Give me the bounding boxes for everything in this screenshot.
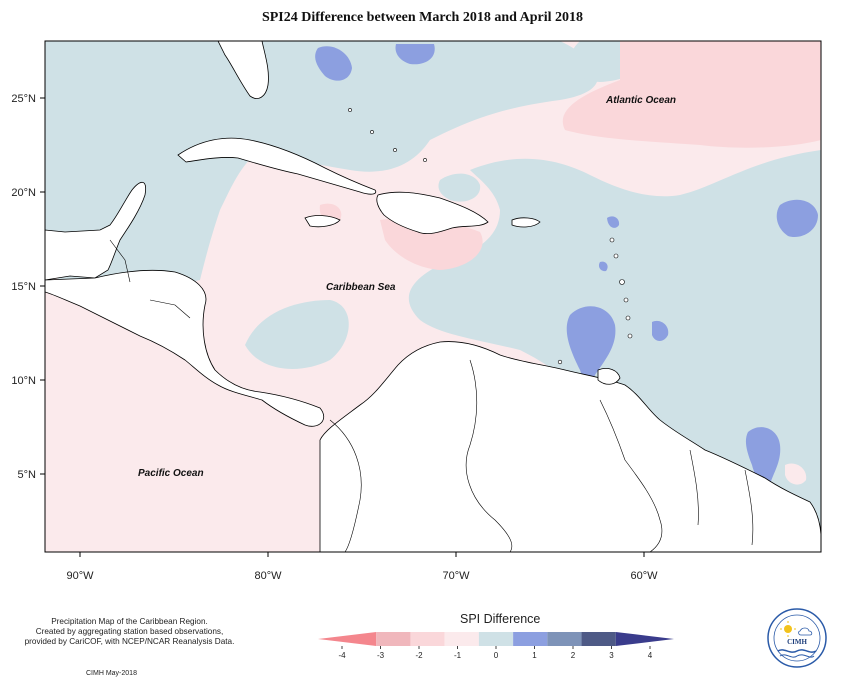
land-hispaniola — [376, 191, 489, 235]
spi-zone-blue — [607, 216, 620, 228]
land-florida — [217, 41, 269, 99]
country-borders — [109, 239, 754, 552]
spi-zone-blue — [776, 199, 818, 238]
footnote-line: Created by aggregating station based obs… — [35, 627, 224, 636]
land-jamaica — [304, 215, 341, 228]
spi-zone-blue — [566, 306, 634, 410]
land-masses — [45, 41, 821, 552]
legend-swatch — [318, 632, 377, 646]
legend-tick-label: 2 — [571, 651, 576, 660]
legend-tick-label: -3 — [377, 651, 385, 660]
land-trinidad — [597, 368, 621, 385]
map-title: SPI24 Difference between March 2018 and … — [261, 10, 584, 25]
spi-zone-pale-pink — [785, 463, 807, 485]
cimh-logo-icon: CIMH — [766, 607, 828, 669]
spi-zone-pink — [380, 218, 483, 270]
label-caribbean-sea: Caribbean Sea — [326, 282, 396, 293]
longitude-axis — [79, 552, 645, 557]
legend-tick-label: 1 — [532, 651, 537, 660]
legend-swatch — [376, 632, 411, 646]
footnote-line: Precipitation Map of the Caribbean Regio… — [51, 617, 208, 626]
footnote-line: provided by CariCOF, with NCEP/NCAR Rean… — [24, 637, 235, 646]
spi-zone-blue — [745, 427, 781, 487]
spi-zone-light-blue — [408, 150, 821, 552]
lat-label: 25°N — [11, 93, 36, 105]
lat-label: 5°N — [18, 469, 37, 481]
lon-label: 90°W — [66, 570, 94, 582]
lesser-antilles — [348, 108, 633, 365]
legend-swatch — [410, 632, 445, 646]
label-atlantic-ocean: Atlantic Ocean — [605, 95, 676, 106]
legend-tick-label: 3 — [609, 651, 614, 660]
legend-swatch — [444, 632, 479, 646]
land-puerto-rico — [511, 217, 541, 228]
land-mexico — [45, 181, 147, 281]
label-pacific-ocean: Pacific Ocean — [138, 468, 204, 479]
lat-label: 20°N — [11, 187, 36, 199]
legend-tick-label: 0 — [494, 651, 499, 660]
lon-label: 60°W — [630, 570, 658, 582]
legend-swatch — [615, 632, 674, 646]
latitude-axis — [40, 97, 45, 475]
spi-zone-pink — [562, 41, 821, 148]
spi-zone-blue — [598, 261, 608, 272]
legend-swatch — [513, 632, 548, 646]
spi-zone-light-blue — [45, 41, 598, 290]
lat-label: 10°N — [11, 375, 36, 387]
spi-zone-light-blue — [438, 173, 481, 202]
lon-label: 80°W — [254, 570, 282, 582]
logo-text: CIMH — [787, 638, 807, 646]
legend-swatch — [547, 632, 582, 646]
spi-zone-blue — [315, 46, 352, 81]
credit-text: CIMH May-2018 — [86, 670, 137, 677]
legend-tick-label: -4 — [338, 651, 346, 660]
land-cuba — [177, 137, 377, 195]
legend-title: SPI Difference — [460, 612, 541, 626]
legend-swatch — [581, 632, 616, 646]
legend-tick-label: 4 — [648, 651, 653, 660]
map-frame — [44, 40, 822, 553]
spi-zone-blue — [652, 320, 669, 341]
lat-label: 15°N — [11, 281, 36, 293]
legend-colorbar: -4 -3 -2 -1 0 1 2 3 4 — [318, 632, 674, 660]
legend-tick-label: -1 — [454, 651, 462, 660]
legend-tick-label: -2 — [415, 651, 423, 660]
legend-swatch — [478, 632, 514, 646]
spi-zone-light-blue — [245, 300, 349, 369]
lon-label: 70°W — [442, 570, 470, 582]
spi-zone-blue — [395, 44, 435, 65]
map-footnote: Precipitation Map of the Caribbean Regio… — [12, 617, 247, 647]
land-central-america — [45, 269, 325, 427]
